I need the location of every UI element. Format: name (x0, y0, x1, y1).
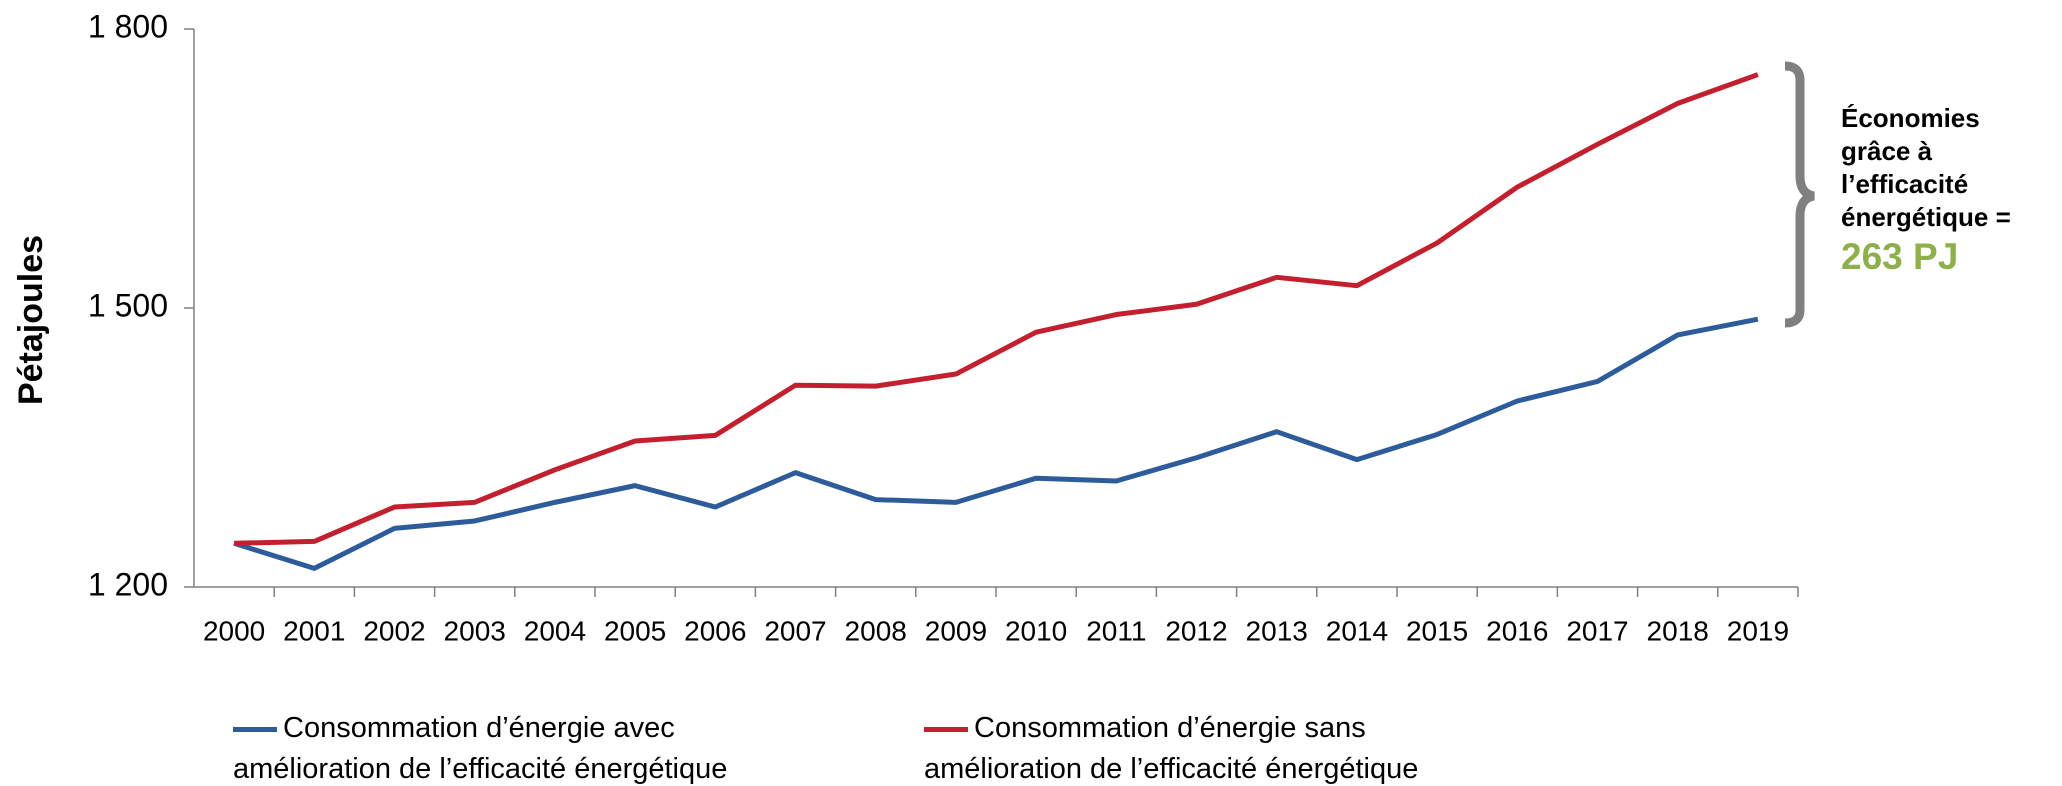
x-tick-label: 2006 (684, 615, 746, 646)
x-tick-label: 2004 (524, 615, 586, 646)
x-tick-label: 2015 (1406, 615, 1468, 646)
y-axis-label: Pétajoules (12, 235, 50, 405)
x-tick-label: 2011 (1086, 615, 1146, 646)
x-tick-label: 2003 (444, 615, 506, 646)
x-tick-label: 2019 (1727, 615, 1789, 646)
legend-swatch (233, 726, 277, 732)
brace (1784, 61, 1815, 328)
x-tick-label: 2009 (925, 615, 987, 646)
x-tick-label: 2013 (1246, 615, 1308, 646)
legend-label: Consommation d’énergie avec amélioration… (233, 712, 728, 785)
x-tick-label: 2016 (1486, 615, 1548, 646)
x-tick-label: 2018 (1647, 615, 1709, 646)
legend-label: Consommation d’énergie sans amélioration… (924, 712, 1419, 785)
annotation-text: Économies grâce à l’efficacité énergétiq… (1841, 103, 2011, 232)
y-tick-label: 1 800 (88, 8, 168, 44)
x-tick-label: 2005 (604, 615, 666, 646)
x-tick-label: 2007 (764, 615, 826, 646)
y-tick-label: 1 500 (88, 287, 168, 323)
x-tick-label: 2002 (363, 615, 425, 646)
x-tick-label: 2017 (1566, 615, 1628, 646)
y-tick-label: 1 200 (88, 566, 168, 602)
x-tick-label: 2014 (1326, 615, 1388, 646)
x-tick-label: 2001 (283, 615, 345, 646)
x-tick-label: 2008 (845, 615, 907, 646)
annotation-value: 263 PJ (1841, 236, 1959, 277)
x-tick-label: 2012 (1165, 615, 1227, 646)
line-series (233, 316, 1759, 571)
legend-swatch (924, 726, 968, 732)
x-tick-label: 2010 (1005, 615, 1067, 646)
legend-item: Consommation d’énergie sans amélioration… (924, 708, 1524, 786)
annotation: Économies grâce à l’efficacité énergétiq… (1841, 102, 2056, 280)
legend-item: Consommation d’énergie avec amélioration… (233, 708, 833, 786)
x-tick-label: 2000 (203, 615, 265, 646)
line-series (234, 72, 1759, 546)
